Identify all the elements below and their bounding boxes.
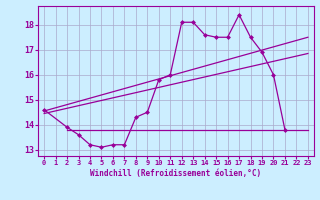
X-axis label: Windchill (Refroidissement éolien,°C): Windchill (Refroidissement éolien,°C) (91, 169, 261, 178)
